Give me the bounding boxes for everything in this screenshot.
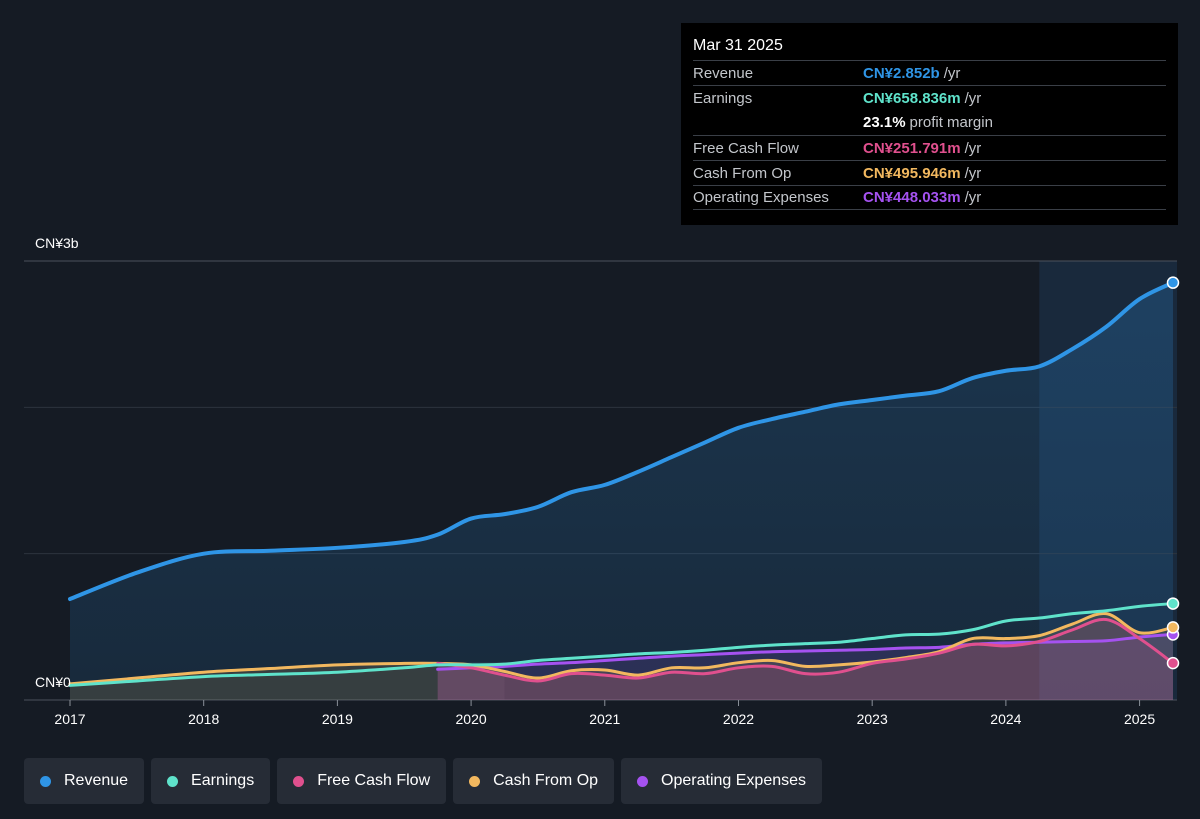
series-end-dots xyxy=(1166,276,1180,670)
legend-label: Revenue xyxy=(64,772,129,789)
tooltip-row: Operating Expenses CN¥448.033m/yr xyxy=(693,185,1166,210)
free-cash-flow-area xyxy=(437,619,1174,700)
cash-from-op-end-dot xyxy=(1166,621,1180,634)
tooltip-row-unit: /yr xyxy=(943,64,961,82)
y-axis-zero-label: CN¥0 xyxy=(35,674,71,690)
cash-from-op-line xyxy=(68,612,1175,686)
x-tick-label: 2019 xyxy=(322,711,353,727)
x-tick-label: 2024 xyxy=(990,711,1021,727)
tooltip-row-unit: /yr xyxy=(964,139,982,157)
chart-legend: Revenue Earnings Free Cash Flow Cash From O… xyxy=(24,758,823,804)
tooltip-row-value: 23.1% xyxy=(863,114,906,131)
tooltip-row-label: Cash From Op xyxy=(693,164,792,182)
revenue-area xyxy=(70,282,1173,700)
tooltip-row-value: CN¥251.791m xyxy=(863,139,961,157)
tooltip-rows: Revenue CN¥2.852b/yr Earnings CN¥658.836m/y… xyxy=(693,60,1166,210)
revenue-end-dot xyxy=(1166,276,1180,289)
x-tick-label: 2018 xyxy=(188,711,219,727)
tooltip-row: Revenue CN¥2.852b/yr xyxy=(693,60,1166,85)
tooltip-row-unit: /yr xyxy=(964,89,982,107)
legend-dot-icon xyxy=(40,775,51,787)
tooltip-row: Free Cash Flow CN¥251.791m/yr xyxy=(693,135,1166,160)
legend-dot-icon xyxy=(637,775,649,787)
free-cash-flow-line xyxy=(436,617,1175,683)
tooltip-row: Earnings CN¥658.836m/yr xyxy=(693,85,1166,110)
data-tooltip: Mar 31 2025 Revenue CN¥2.852b/yr Earnings C… xyxy=(681,23,1178,225)
x-tick-label: 2021 xyxy=(589,711,620,727)
legend-item-revenue[interactable]: Revenue xyxy=(24,758,145,804)
x-axis-ticks: 2017 2018 2019 2020 2021 2022 2023 2024 2025 xyxy=(54,700,1155,727)
tooltip-row-unit: profit margin xyxy=(909,114,993,131)
tooltip-row-label: Earnings xyxy=(693,89,753,107)
x-tick-label: 2020 xyxy=(456,711,487,727)
legend-item-cash-from-op[interactable]: Cash From Op xyxy=(453,758,615,804)
x-tick-label: 2025 xyxy=(1124,711,1155,727)
tooltip-row-unit: /yr xyxy=(964,189,982,206)
x-tick-label: 2022 xyxy=(723,711,754,727)
x-tick-label: 2023 xyxy=(857,711,888,727)
x-tick-label: 2017 xyxy=(54,711,85,727)
legend-dot-icon xyxy=(293,775,305,787)
legend-item-earnings[interactable]: Earnings xyxy=(151,758,271,804)
legend-label: Earnings xyxy=(191,772,255,789)
tooltip-row-unit: /yr xyxy=(964,164,982,182)
tooltip-row: Cash From Op CN¥495.946m/yr xyxy=(693,160,1166,185)
tooltip-date: Mar 31 2025 xyxy=(693,37,783,54)
earnings-line xyxy=(68,602,1175,687)
tooltip-row-value: CN¥495.946m xyxy=(863,164,961,182)
legend-item-operating-expenses[interactable]: Operating Expenses xyxy=(621,758,823,804)
earnings-end-dot xyxy=(1166,597,1180,610)
legend-dot-icon xyxy=(167,775,179,787)
legend-label: Operating Expenses xyxy=(661,772,807,789)
revenue-line xyxy=(68,280,1175,602)
tooltip-row-label: Revenue xyxy=(693,64,754,82)
legend-label: Cash From Op xyxy=(493,772,599,789)
legend-item-free-cash-flow[interactable]: Free Cash Flow xyxy=(277,758,447,804)
tooltip-row-label: Free Cash Flow xyxy=(693,139,799,157)
y-axis-top-label: CN¥3b xyxy=(35,235,79,251)
series-areas xyxy=(70,282,1174,700)
tooltip-row: 23.1% profit margin xyxy=(693,110,1166,135)
tooltip-row-value: CN¥448.033m xyxy=(863,189,961,206)
series-lines xyxy=(68,280,1175,687)
operating-expenses-line xyxy=(436,632,1175,671)
legend-label: Free Cash Flow xyxy=(317,772,431,789)
tooltip-row-label: Operating Expenses xyxy=(693,189,829,206)
free-cash-flow-end-dot xyxy=(1166,656,1180,670)
cash-from-op-area xyxy=(70,613,1173,700)
tooltip-row-value: CN¥2.852b xyxy=(863,64,940,82)
legend-dot-icon xyxy=(469,775,481,787)
tooltip-row-value: CN¥658.836m xyxy=(863,89,961,107)
